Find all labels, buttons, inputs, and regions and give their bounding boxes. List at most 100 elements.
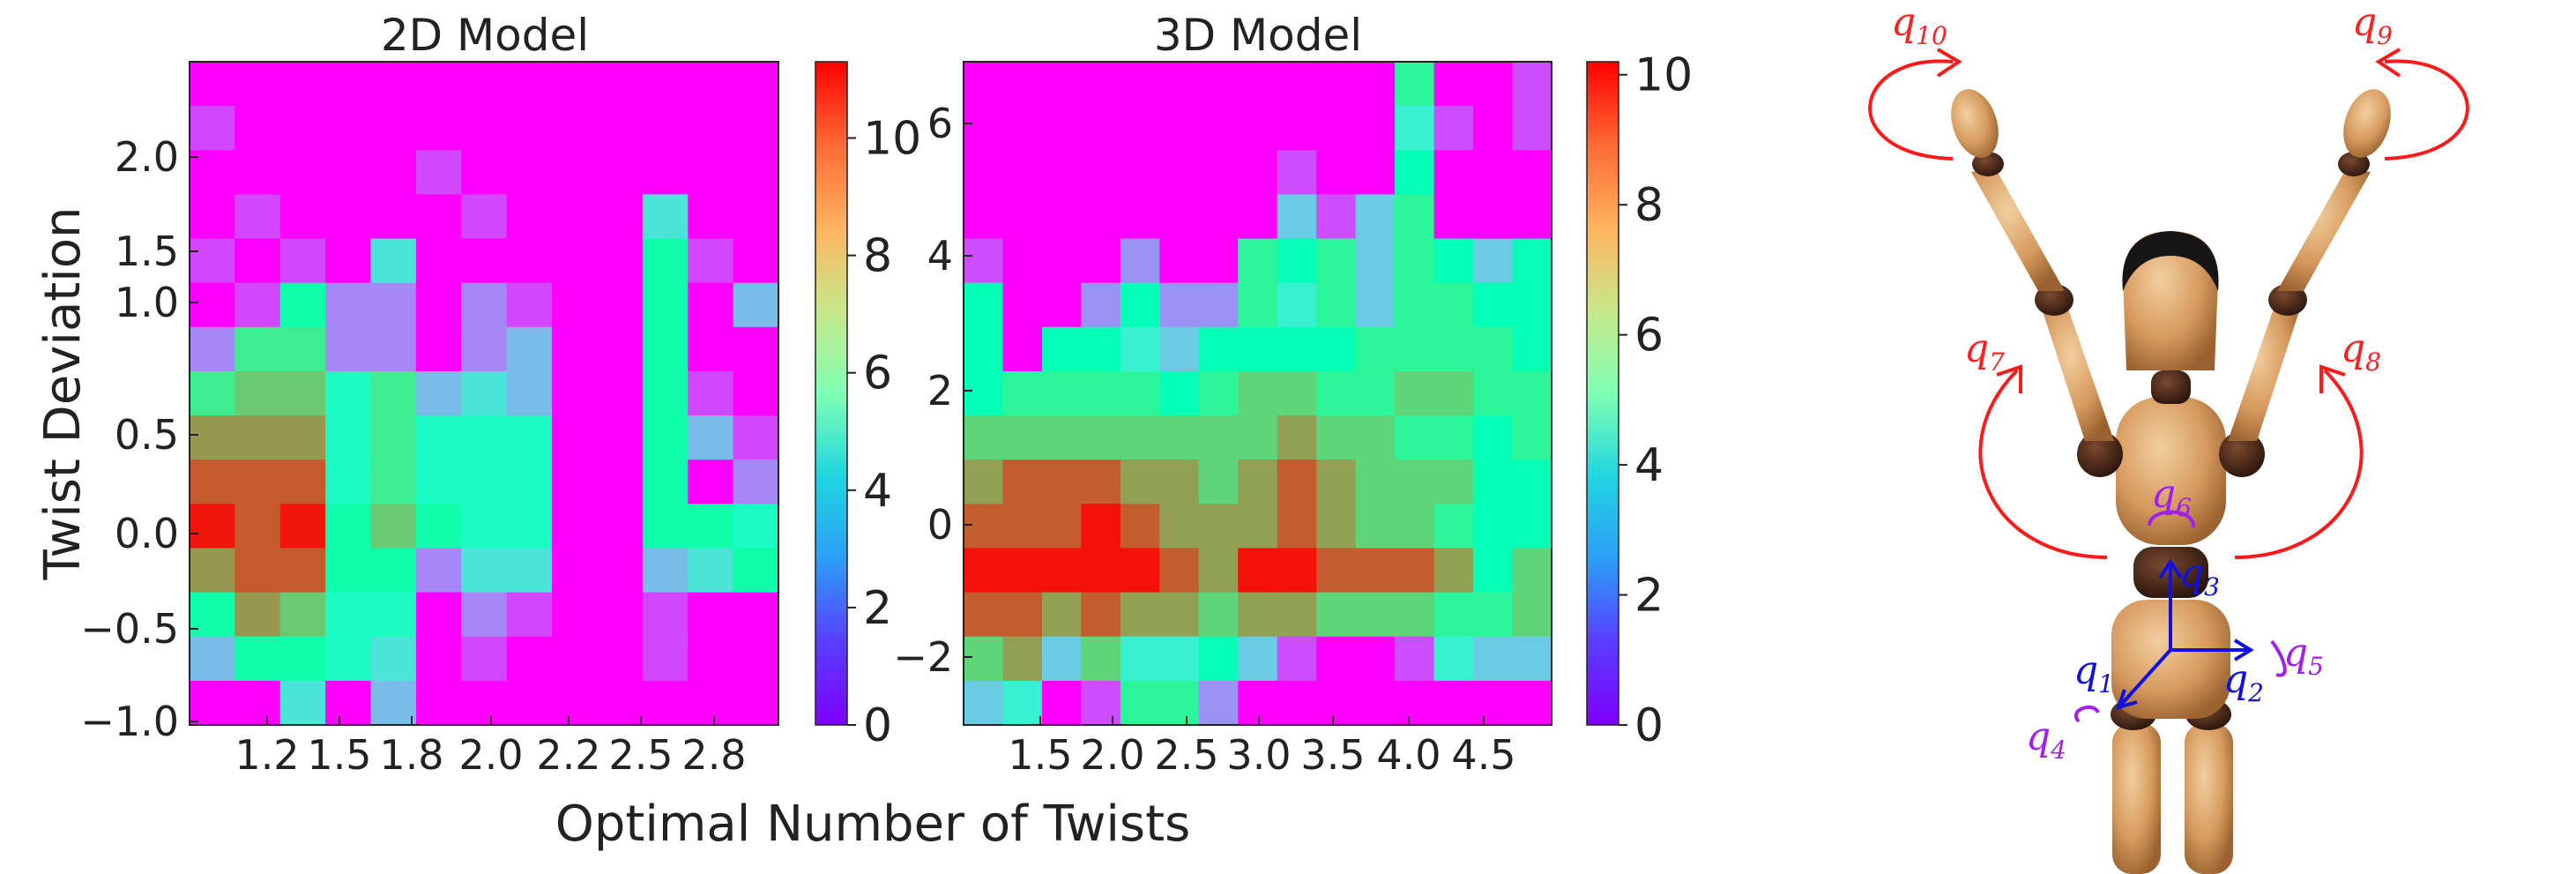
heatmap-cell (325, 504, 372, 549)
heatmap-cell (1198, 548, 1239, 594)
heatmap-cell (1041, 504, 1082, 549)
heatmap-cell (1041, 238, 1082, 284)
heatmap-3d-frame (963, 61, 1552, 726)
x-tick-label: 1.5 (1008, 731, 1072, 779)
heatmap-cell (597, 326, 644, 372)
heatmap-cell (1512, 106, 1552, 151)
heatmap-cell (1159, 680, 1200, 726)
heatmap-2d-x-ticks: 1.2 1.5 1.8 2.0 2.2 2.5 2.8 (235, 716, 747, 779)
heatmap-cell (1395, 592, 1435, 638)
heatmap-cell (1238, 106, 1278, 151)
heatmap-cell (1159, 415, 1200, 460)
heatmap-cell (1355, 636, 1396, 682)
heatmap-cell (279, 548, 326, 594)
heatmap-cell (235, 459, 281, 504)
heatmap-cell (325, 238, 372, 284)
mannequin-neck (2151, 370, 2191, 404)
heatmap-cell (552, 459, 599, 504)
heatmap-cell (1473, 504, 1514, 549)
heatmap-cell (1238, 370, 1278, 416)
heatmap-cell (1198, 194, 1239, 240)
q2-axis-head (2233, 639, 2254, 661)
heatmap-cell (1512, 459, 1552, 504)
heatmap-cell (1159, 238, 1200, 284)
heatmap-cell (235, 62, 281, 107)
heatmap-cell (190, 459, 235, 504)
x-tick-label: 1.5 (307, 731, 371, 779)
heatmap-cell (1238, 415, 1278, 460)
heatmap-cell (190, 326, 235, 372)
mannequin-chest (2116, 397, 2226, 545)
heatmap-cell (642, 150, 689, 195)
x-tick-label: 1.8 (379, 731, 443, 779)
q9-arrowhead (2375, 48, 2401, 78)
heatmap-cell (370, 680, 417, 726)
heatmap-cell (1238, 282, 1278, 328)
heatmap-cell (552, 592, 599, 638)
heatmap-cell (1473, 415, 1514, 460)
colorbar-tick-label: 4 (863, 465, 892, 518)
heatmap-cell (1316, 370, 1357, 416)
mannequin-head (2123, 231, 2218, 370)
heatmap-cell (1081, 592, 1121, 638)
heatmap-cell (964, 636, 1004, 682)
heatmap-cell (1473, 62, 1514, 107)
heatmap-cell (190, 282, 235, 328)
joint-label-q3: q3 (2179, 551, 2220, 601)
heatmap-cell (1355, 282, 1396, 328)
heatmap-cell (1159, 592, 1200, 638)
colorbar-tick-label: 6 (863, 347, 892, 400)
heatmap-cell (1433, 592, 1474, 638)
heatmap-cell (1120, 326, 1160, 372)
heatmap-cell (1355, 415, 1396, 460)
heatmap-cell (1473, 150, 1514, 195)
heatmap-cell (1002, 62, 1043, 107)
heatmap-2d-cells (190, 62, 779, 726)
heatmap-cell (1512, 680, 1552, 726)
heatmap-cell (1473, 636, 1514, 682)
x-tick-label: 3.5 (1300, 731, 1365, 779)
heatmap-cell (1041, 592, 1082, 638)
colorbar-tick-label: 6 (1634, 310, 1664, 362)
y-tick-label: 2 (927, 367, 953, 415)
heatmap-cell (461, 636, 508, 682)
y-axis-label: Twist Deviation (34, 206, 92, 580)
heatmap-cell (1081, 326, 1121, 372)
heatmap-cell (370, 370, 417, 416)
colorbar-tick-label: 0 (1634, 699, 1664, 752)
heatmap-cell (415, 504, 462, 549)
q1-axis (2118, 648, 2172, 707)
q10-arrowhead (1936, 48, 1962, 78)
heatmap-cell (415, 548, 462, 594)
heatmap-cell (279, 370, 326, 416)
y-tick-label: −1.0 (80, 698, 179, 745)
heatmap-cell (1395, 636, 1435, 682)
y-tick-label: 6 (927, 100, 953, 147)
heatmap-cell (1238, 62, 1278, 107)
heatmap-cell (1277, 62, 1317, 107)
heatmap-cell (325, 106, 372, 151)
heatmap-cell (415, 415, 462, 460)
heatmap-cell (1041, 326, 1082, 372)
heatmap-cell (964, 548, 1004, 594)
heatmap-cell (415, 282, 462, 328)
heatmap-cell (1159, 150, 1200, 195)
heatmap-cell (1355, 592, 1396, 638)
heatmap-cell (325, 592, 372, 638)
heatmap-cell (1238, 680, 1278, 726)
heatmap-cell (1238, 150, 1278, 195)
heatmap-cell (1041, 282, 1082, 328)
heatmap-cell (461, 548, 508, 594)
heatmap-cell (506, 370, 553, 416)
heatmap-cell (325, 370, 372, 416)
heatmap-cell (506, 548, 553, 594)
heatmap-cell (1316, 194, 1357, 240)
heatmap-cell (370, 282, 417, 328)
heatmap-cell (461, 106, 508, 151)
heatmap-cell (370, 238, 417, 284)
heatmap-cell (1395, 459, 1435, 504)
y-tick-label: 4 (927, 232, 953, 280)
heatmap-cell (1120, 62, 1160, 107)
q6-arrow (2148, 510, 2195, 528)
heatmap-cell (325, 415, 372, 460)
